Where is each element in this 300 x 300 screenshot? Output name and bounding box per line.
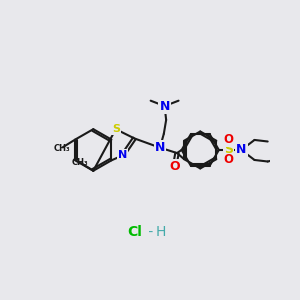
Text: N: N [155, 141, 165, 154]
Text: O: O [223, 154, 233, 166]
Text: O: O [223, 134, 233, 146]
Text: -: - [145, 225, 158, 239]
Text: S: S [112, 124, 120, 134]
Text: N: N [159, 100, 170, 112]
Text: N: N [118, 150, 128, 160]
Text: Cl: Cl [127, 225, 142, 239]
Text: O: O [169, 160, 180, 172]
Text: H: H [156, 225, 166, 239]
Text: N: N [236, 143, 247, 157]
Text: S: S [224, 143, 233, 157]
Text: CH₃: CH₃ [72, 158, 88, 167]
Text: CH₃: CH₃ [54, 143, 70, 152]
